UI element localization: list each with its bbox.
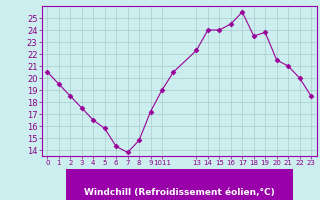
Text: Windchill (Refroidissement éolien,°C): Windchill (Refroidissement éolien,°C): [84, 188, 275, 196]
